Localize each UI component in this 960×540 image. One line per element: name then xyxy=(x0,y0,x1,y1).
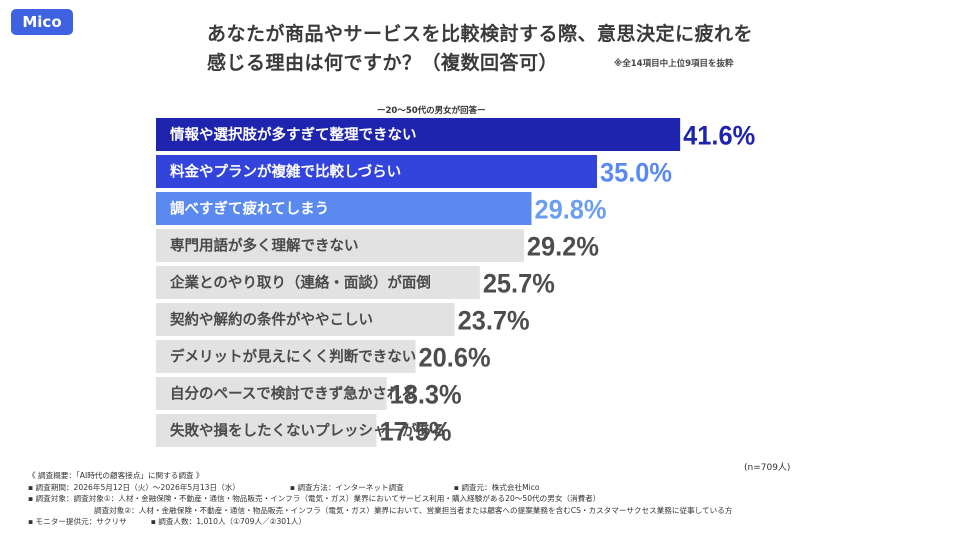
category-label-7: デメリットが見えにくく判断できない xyxy=(170,348,416,366)
value-label-8: 18.3% xyxy=(390,380,462,410)
footer-row-period: ▪ 調査期間：2026年5月12日（火）〜2026年5月13日（水） ▪ 調査方法… xyxy=(28,482,938,494)
value-label-2: 35.0% xyxy=(600,158,672,188)
footer-target-2: 調査対象②：人材・金融保険・不動産・通信・物品販売・インフラ（電気・ガス）業界に… xyxy=(94,505,733,515)
bar-6 xyxy=(156,303,455,336)
category-label-3: 調べすぎて疲れてしまう xyxy=(170,200,329,218)
category-label-1: 情報や選択肢が多すぎて整理できない xyxy=(170,126,417,144)
bar-9 xyxy=(156,414,377,447)
bar-3 xyxy=(156,192,532,225)
value-label-9: 17.5% xyxy=(380,417,452,447)
bar-1 xyxy=(156,118,681,151)
category-label-4: 専門用語が多く理解できない xyxy=(170,237,359,255)
category-label-5: 企業とのやり取り（連絡・面談）が面倒 xyxy=(169,274,431,292)
category-label-8: 自分のペースで検討できず急かされる xyxy=(170,385,416,403)
footer-summary: 《 調査概要：「AI時代の顧客接点」に関する調査 》 xyxy=(28,471,204,480)
survey-footer: 《 調査概要：「AI時代の顧客接点」に関する調査 》 ▪ 調査期間：2026年5… xyxy=(28,470,938,528)
category-label-2: 料金やプランが複雑で比較しづらい xyxy=(170,163,401,181)
value-label-3: 29.8% xyxy=(534,195,606,225)
mico-logo: Mico xyxy=(11,9,73,35)
footer-method: ▪ 調査方法：インターネット調査 xyxy=(289,482,404,492)
bar-7 xyxy=(156,340,416,373)
page-title: あなたが商品やサービスを比較検討する際、意思決定に疲れを 感じる理由は何ですか？… xyxy=(207,20,787,78)
footer-monitor: ▪ モニター提供元：サクリサ xyxy=(28,517,127,526)
category-label-6: 契約や解約の条件がややこしい xyxy=(169,311,373,329)
value-label-1: 41.6% xyxy=(683,121,755,151)
sample-size-label: (n=709人) xyxy=(744,463,791,473)
selection-note: ※全14項目中上位9項目を抜粋 xyxy=(614,59,734,69)
bar-2 xyxy=(156,155,597,188)
footer-target-1: ▪ 調査対象：調査対象①：人材・金融保険・不動産・通信・物品販売・インフラ（電気… xyxy=(28,494,601,503)
footer-count: ▪ 調査人数：1,010人（①709人／②301人） xyxy=(150,517,307,526)
bar-5 xyxy=(156,266,480,299)
bar-8 xyxy=(156,377,387,410)
value-label-4: 29.2% xyxy=(527,232,599,262)
title-line-1: あなたが商品やサービスを比較検討する際、意思決定に疲れを xyxy=(207,23,754,45)
value-label-6: 23.7% xyxy=(458,306,530,336)
footer-row-monitor: ▪ モニター提供元：サクリサ ▪ 調査人数：1,010人（①709人／②301人） xyxy=(28,516,938,528)
footer-organizer: ▪ 調査元：株式会社Mico xyxy=(453,482,540,492)
value-label-5: 25.7% xyxy=(483,269,555,299)
bar-4 xyxy=(156,229,524,262)
value-label-7: 20.6% xyxy=(419,343,491,373)
title-line-2: 感じる理由は何ですか？（複数回答可） xyxy=(207,52,559,74)
footer-period: ▪ 調査期間：2026年5月12日（火）〜2026年5月13日（水） xyxy=(28,482,240,492)
respondent-label: ー20〜50代の男女が回答ー xyxy=(377,106,486,116)
category-label-9: 失敗や損をしたくないプレッシャーがある xyxy=(170,422,446,440)
